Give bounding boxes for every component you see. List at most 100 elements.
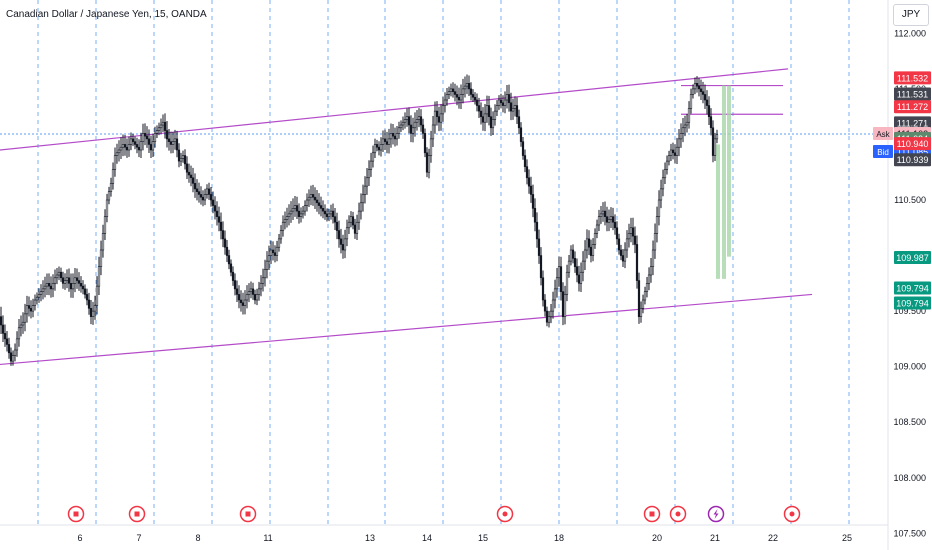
candle-body bbox=[455, 94, 459, 98]
candle-body bbox=[125, 146, 129, 151]
candle-body bbox=[695, 83, 699, 87]
candle-body bbox=[417, 116, 421, 120]
price-label-110.939: 110.939 bbox=[897, 155, 929, 165]
candle-body bbox=[489, 116, 493, 129]
candle-body bbox=[293, 205, 297, 209]
candle-body bbox=[461, 88, 465, 95]
candle-body bbox=[407, 116, 411, 126]
candle-body bbox=[551, 299, 555, 312]
candle-body bbox=[379, 144, 383, 151]
candle-body bbox=[519, 127, 523, 142]
candle-body bbox=[311, 194, 315, 198]
candle-body bbox=[479, 110, 483, 117]
candle-body bbox=[347, 221, 351, 229]
candle-body bbox=[161, 121, 165, 126]
candle-body bbox=[635, 244, 639, 281]
candle-body bbox=[521, 141, 525, 156]
candle-body bbox=[539, 255, 543, 279]
candle-body bbox=[517, 116, 521, 129]
candle-body bbox=[685, 121, 689, 126]
candle-body bbox=[237, 294, 241, 301]
candle-body bbox=[561, 291, 565, 317]
price-label-111.085: 111.085 bbox=[897, 147, 928, 157]
range-bar-2 bbox=[727, 85, 731, 257]
currency-button[interactable]: JPY bbox=[893, 4, 929, 26]
candle-body bbox=[229, 263, 233, 273]
candle-body bbox=[37, 294, 41, 298]
candle-body bbox=[577, 274, 581, 284]
candle-body bbox=[19, 324, 23, 329]
candle-body bbox=[439, 113, 443, 123]
candle-body bbox=[213, 205, 217, 212]
candle-body bbox=[535, 221, 539, 240]
candle-body bbox=[651, 249, 655, 267]
candle-body bbox=[715, 134, 719, 140]
candle-body bbox=[307, 196, 311, 201]
candle-body bbox=[183, 155, 187, 165]
candle-body bbox=[679, 133, 683, 140]
candle-body bbox=[255, 294, 259, 301]
candle-body bbox=[669, 149, 673, 156]
candle-body bbox=[421, 124, 425, 134]
candle-body bbox=[399, 124, 403, 129]
candle-body bbox=[85, 294, 89, 301]
candle-body bbox=[533, 208, 537, 223]
x-tick-label: 7 bbox=[136, 533, 141, 543]
candle-body bbox=[309, 194, 313, 198]
candle-body bbox=[599, 213, 603, 217]
candle-body bbox=[675, 146, 679, 156]
candle-body bbox=[209, 194, 213, 201]
candle-body bbox=[393, 135, 397, 140]
price-label-bg bbox=[894, 100, 931, 114]
candle-body bbox=[21, 321, 25, 326]
candle-body bbox=[169, 141, 173, 145]
price-label-111.272: 111.272 bbox=[897, 102, 928, 112]
candle-body bbox=[667, 155, 671, 162]
candle-body bbox=[195, 188, 199, 192]
candle-body bbox=[395, 133, 399, 140]
channel-line-lower[interactable] bbox=[0, 293, 813, 366]
candle-body bbox=[189, 174, 193, 179]
candle-body bbox=[687, 108, 691, 123]
candle-body bbox=[549, 310, 553, 317]
candle-body bbox=[231, 271, 235, 281]
candle-body bbox=[585, 238, 589, 251]
candle-body bbox=[541, 277, 545, 301]
candle-body bbox=[583, 249, 587, 262]
candle-body bbox=[457, 96, 461, 101]
candle-body bbox=[13, 349, 17, 356]
candle-body bbox=[119, 146, 123, 151]
candle-body bbox=[481, 116, 485, 123]
candle-body bbox=[99, 249, 103, 267]
candle-body bbox=[205, 188, 209, 195]
candle-body bbox=[35, 296, 39, 301]
candle-body bbox=[175, 138, 179, 151]
event-dot-icon bbox=[502, 511, 508, 517]
candle-body bbox=[113, 155, 117, 170]
candle-body bbox=[11, 355, 15, 362]
candle-body bbox=[159, 124, 163, 129]
candle-body bbox=[217, 216, 221, 223]
candle-body bbox=[0, 316, 3, 326]
candle-body bbox=[3, 333, 7, 340]
candle-body bbox=[387, 138, 391, 145]
candle-body bbox=[543, 299, 547, 312]
candle-body bbox=[9, 352, 13, 362]
candle-body bbox=[425, 152, 429, 173]
candle-body bbox=[637, 280, 641, 317]
candle-body bbox=[581, 260, 585, 273]
candle-body bbox=[681, 127, 685, 134]
candle-body bbox=[29, 308, 33, 312]
price-label-109.987: 109.987 bbox=[896, 253, 929, 263]
candle-body bbox=[15, 338, 19, 351]
price-label-111.271: 111.271 bbox=[897, 118, 928, 128]
candle-body bbox=[591, 244, 595, 256]
candle-body bbox=[273, 252, 277, 256]
candle-body bbox=[341, 244, 345, 251]
candle-body bbox=[121, 144, 125, 148]
candle-body bbox=[173, 138, 177, 142]
candle-body bbox=[315, 199, 319, 204]
candle-body bbox=[147, 138, 151, 145]
price-label-109.794: 109.794 bbox=[896, 283, 929, 293]
